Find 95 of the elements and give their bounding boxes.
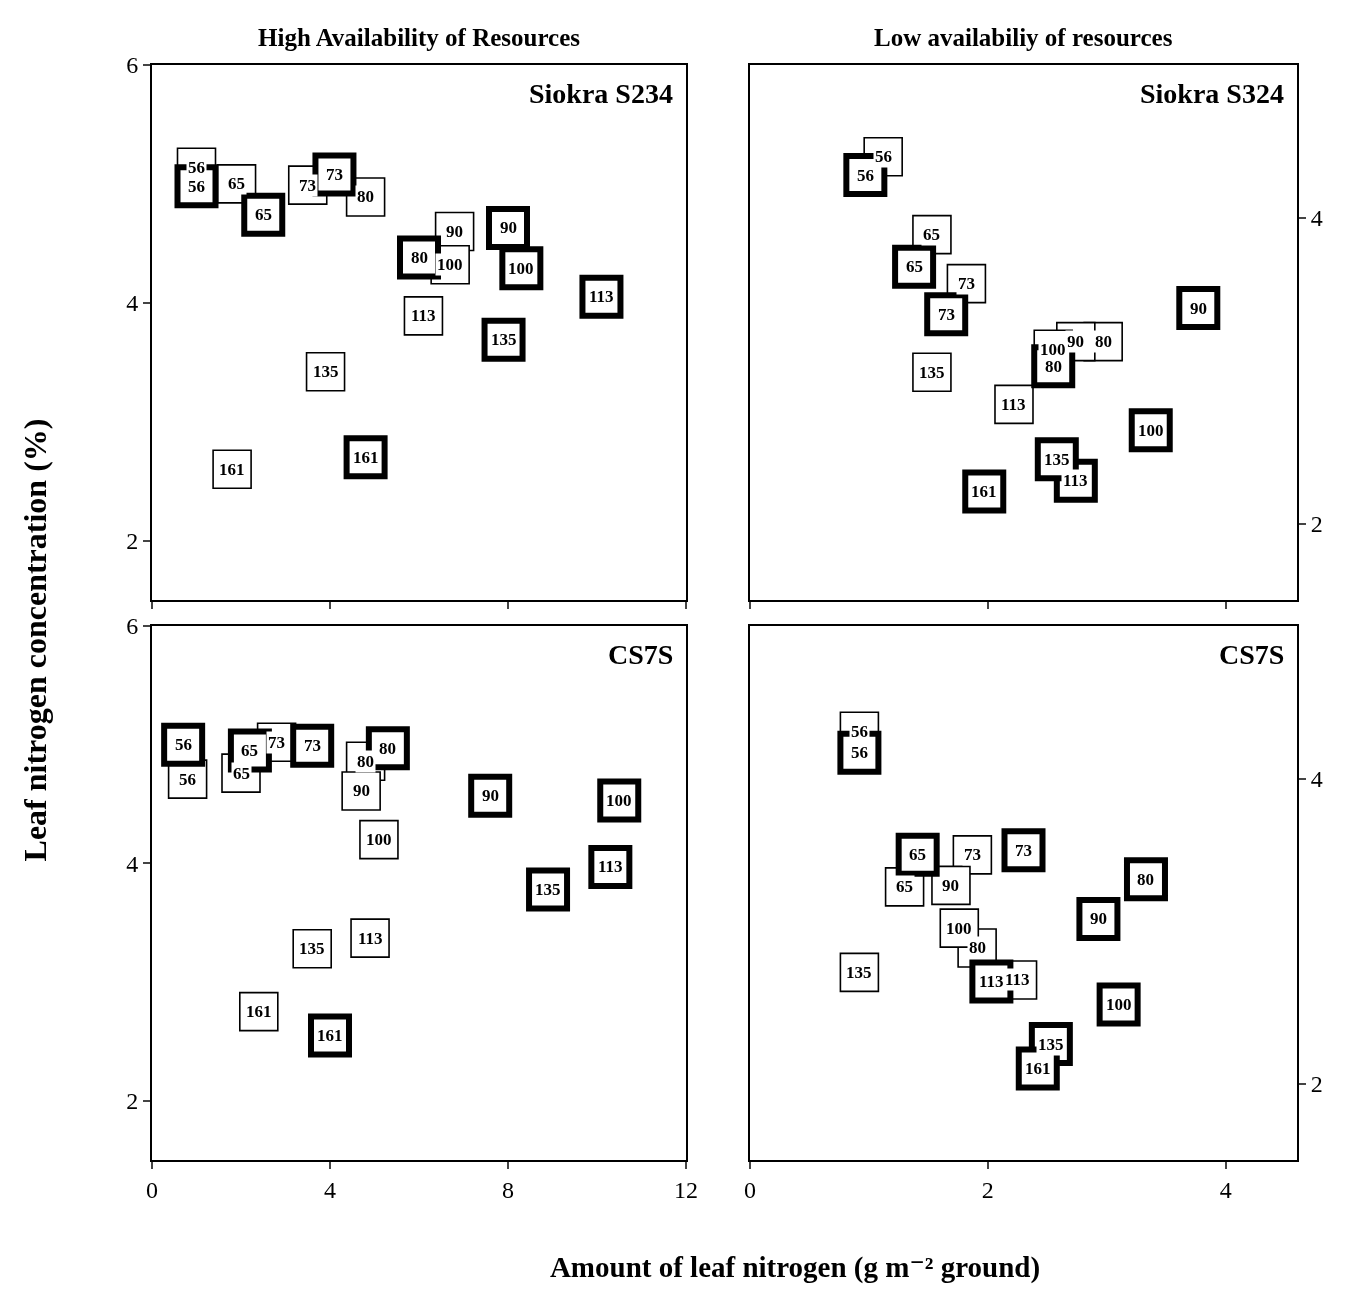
annotation: 100 <box>946 919 972 938</box>
annotation: 135 <box>1038 1035 1064 1054</box>
y-tick-label: 4 <box>1310 205 1323 232</box>
annotation: 113 <box>358 929 383 948</box>
annotation: 161 <box>971 482 997 501</box>
annotation: 56 <box>851 722 868 741</box>
annotation: 161 <box>353 448 379 467</box>
annotation: 73 <box>304 736 321 755</box>
annotation: 161 <box>246 1002 272 1021</box>
annotation: 90 <box>353 781 370 800</box>
x-tick-label: 2 <box>981 1176 994 1203</box>
annotation: 100 <box>366 830 392 849</box>
annotation: 65 <box>923 225 940 244</box>
annotation: 113 <box>411 306 436 325</box>
annotation: 135 <box>535 880 561 899</box>
annotation: 90 <box>446 222 463 241</box>
annotation: 90 <box>500 218 517 237</box>
annotation: 80 <box>357 752 374 771</box>
annotation: Siokra S234 <box>529 78 673 109</box>
annotation: 80 <box>1137 870 1154 889</box>
annotation: 73 <box>958 274 975 293</box>
annotation: 161 <box>219 460 245 479</box>
annotation: 135 <box>491 330 517 349</box>
y-axis-title: Leaf nitrogen concentration (%) <box>16 418 54 862</box>
annotation: 100 <box>508 259 534 278</box>
annotation: 56 <box>857 166 874 185</box>
annotation: 73 <box>938 305 955 324</box>
annotation: 135 <box>299 939 325 958</box>
annotation: 161 <box>1025 1059 1051 1078</box>
y-tick-label: 2 <box>126 527 139 554</box>
annotation: 80 <box>357 187 374 206</box>
y-tick-label: 4 <box>126 850 139 877</box>
annotation: 80 <box>411 248 428 267</box>
annotation: 73 <box>1015 841 1032 860</box>
annotation: 80 <box>969 938 986 957</box>
chart-title: High Availability of Resources <box>258 24 581 51</box>
annotation: CS7S <box>608 639 674 670</box>
annotation: 100 <box>1106 995 1132 1014</box>
annotation: 65 <box>233 764 250 783</box>
annotation: 113 <box>598 857 623 876</box>
annotation: 65 <box>255 205 272 224</box>
annotation: 100 <box>606 791 632 810</box>
annotation: 65 <box>909 845 926 864</box>
annotation: 100 <box>437 255 463 274</box>
y-tick-label: 2 <box>126 1088 139 1115</box>
annotation: 135 <box>846 963 872 982</box>
annotation: 90 <box>482 786 499 805</box>
annotation: 73 <box>326 165 343 184</box>
y-tick-label: 4 <box>126 290 139 317</box>
annotation: 56 <box>179 770 196 789</box>
y-tick-label: 2 <box>1310 1071 1323 1098</box>
y-tick-label: 6 <box>126 52 139 79</box>
annotation: 113 <box>1063 471 1088 490</box>
annotation: 65 <box>906 257 923 276</box>
annotation: 135 <box>1044 450 1070 469</box>
y-tick-label: 4 <box>1310 765 1323 792</box>
annotation: 90 <box>1067 332 1084 351</box>
annotation: 80 <box>1095 332 1112 351</box>
annotation: 113 <box>1005 970 1030 989</box>
x-axis-title: Amount of leaf nitrogen (g m⁻² ground) <box>549 1250 1041 1284</box>
annotation: 73 <box>299 176 316 195</box>
annotation: 56 <box>875 147 892 166</box>
annotation: 56 <box>175 735 192 754</box>
annotation: 113 <box>1001 395 1026 414</box>
y-tick-label: 2 <box>1310 510 1323 537</box>
x-tick-label: 12 <box>674 1176 698 1203</box>
annotation: 65 <box>228 174 245 193</box>
annotation: 56 <box>188 177 205 196</box>
annotation: CS7S <box>1219 639 1285 670</box>
annotation: 90 <box>942 876 959 895</box>
annotation: 161 <box>317 1026 343 1045</box>
annotation: 80 <box>379 739 396 758</box>
annotation: 113 <box>979 972 1004 991</box>
annotation: 90 <box>1090 909 1107 928</box>
annotation: 90 <box>1190 299 1207 318</box>
annotation: 56 <box>188 158 205 177</box>
x-tick-label: 4 <box>324 1176 336 1203</box>
annotation: 65 <box>241 741 258 760</box>
x-tick-label: 0 <box>744 1176 756 1203</box>
annotation: 100 <box>1040 340 1066 359</box>
y-tick-label: 6 <box>126 613 139 640</box>
annotation: 113 <box>589 287 614 306</box>
annotation: Siokra S324 <box>1140 78 1284 109</box>
x-tick-label: 8 <box>502 1176 514 1203</box>
annotation: 73 <box>268 733 285 752</box>
annotation: 56 <box>851 743 868 762</box>
annotation: 135 <box>313 362 339 381</box>
annotation: 73 <box>964 845 981 864</box>
annotation: 80 <box>1045 357 1062 376</box>
x-tick-label: 0 <box>146 1176 158 1203</box>
annotation: 65 <box>896 877 913 896</box>
annotation: 135 <box>919 363 945 382</box>
x-tick-label: 4 <box>1219 1176 1232 1203</box>
chart-title: Low availabiliy of resources <box>874 24 1173 51</box>
annotation: 100 <box>1138 421 1164 440</box>
